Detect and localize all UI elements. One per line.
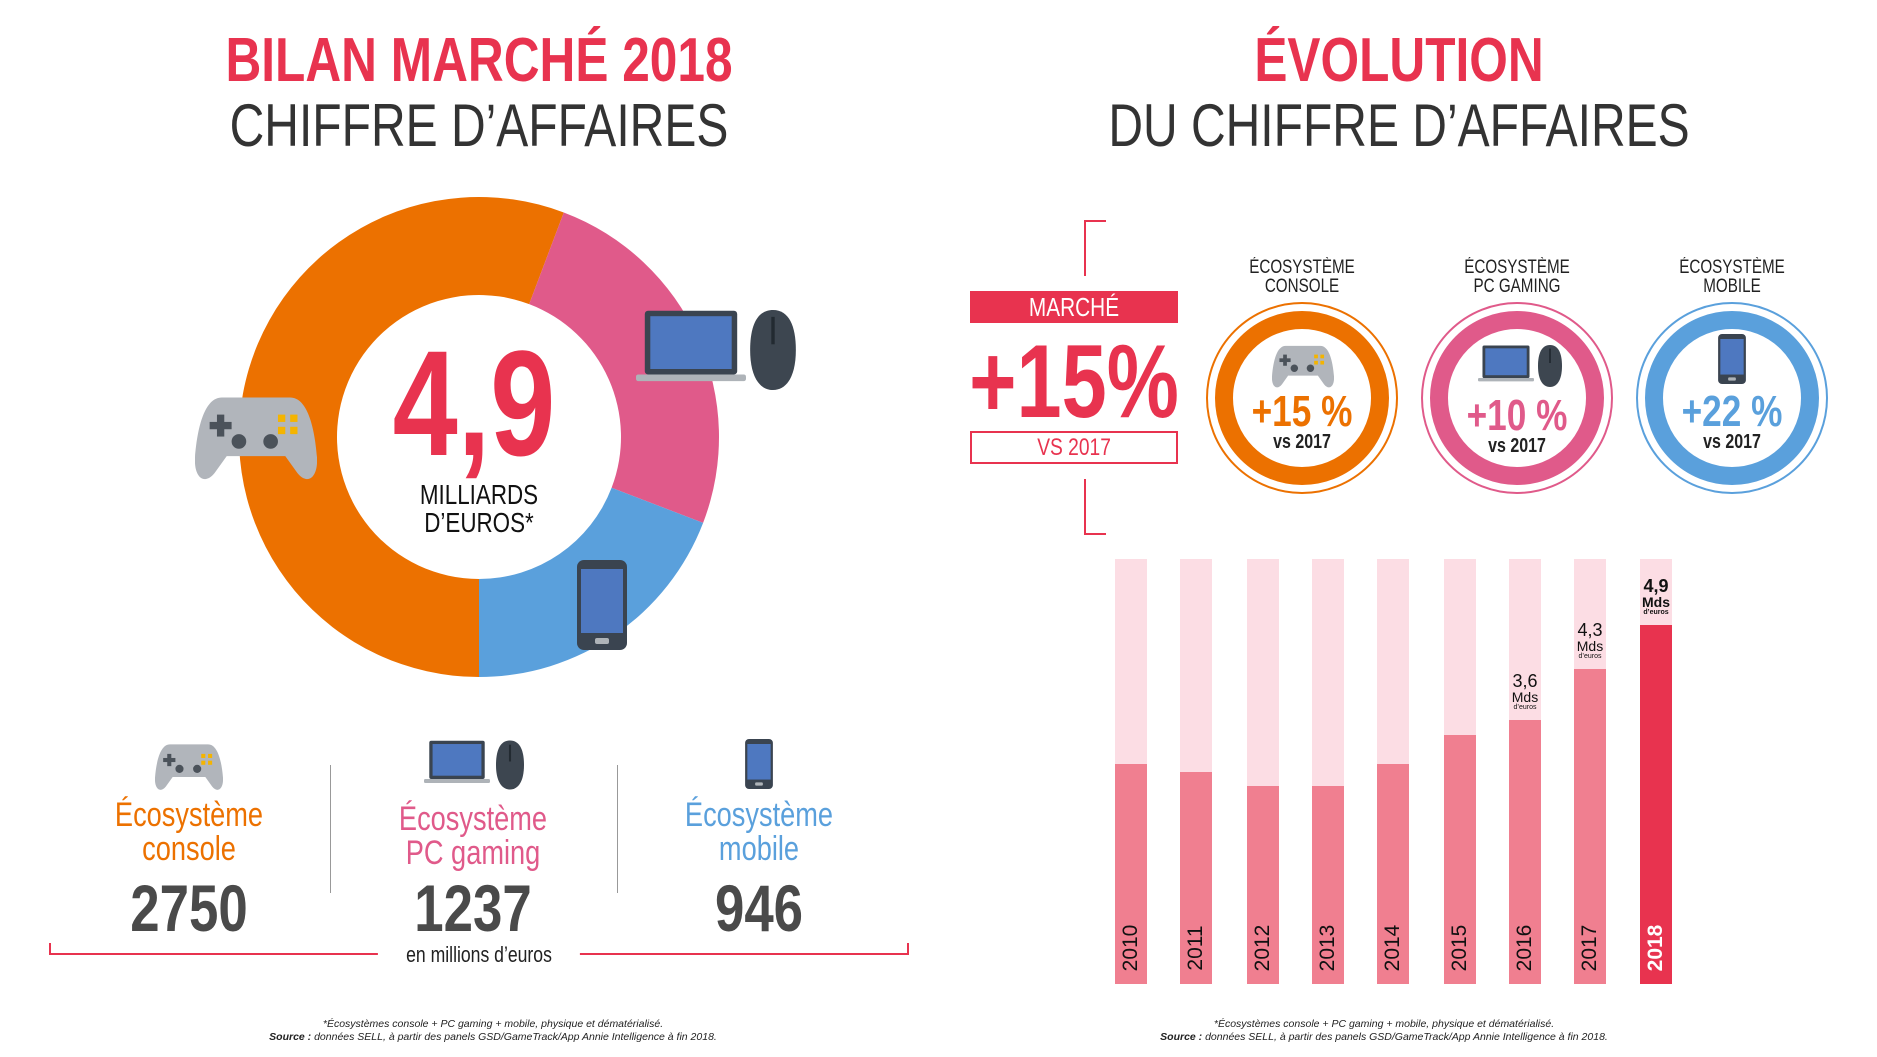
bar-2011 (1180, 771, 1212, 984)
bracket-top (1084, 220, 1106, 276)
mobile-ring-title-1: ÉCOSYSTÈME (1679, 257, 1785, 278)
bar-year-label: 2017 (1578, 924, 1601, 972)
divider (330, 765, 331, 893)
console-ring-title-2: CONSOLE (1264, 276, 1340, 297)
console-vs: vs 2017 (1273, 431, 1331, 453)
bar-2013 (1312, 786, 1344, 984)
total-unit-1: MILLIARDS (419, 479, 539, 510)
pc-ring-title-2: PC GAMING (1473, 276, 1561, 297)
pc-ring (1421, 302, 1613, 494)
bar-2017 (1574, 668, 1606, 984)
ring-smartphone-icon (1718, 334, 1746, 384)
bar-2015 (1444, 734, 1476, 984)
pc-value: 1237 (414, 871, 532, 945)
total-market-vs: VS 2017 (970, 431, 1178, 464)
bar-data-label: 3,6 Mds d’euros (1512, 672, 1538, 711)
mobile-label-1: Écosystème (684, 796, 834, 834)
pc-ring-title-1: ÉCOSYSTÈME (1464, 257, 1570, 278)
total-value: 4,9 (392, 319, 556, 487)
bar-data-label-value: 4,9 (1643, 575, 1669, 596)
console-label-2: console (142, 830, 236, 868)
bar-data-label-unit: Mds (1511, 689, 1539, 706)
pc-vs: vs 2017 (1488, 435, 1546, 457)
console-label-1: Écosystème (114, 796, 264, 834)
bar-year-label: 2011 (1184, 925, 1207, 971)
bar-year-label: 2014 (1381, 924, 1404, 972)
total-market-label: MARCHÉ TOTAL* (970, 291, 1178, 354)
bar-data-label: 4,3 Mds d’euros (1577, 621, 1603, 660)
bar-year-label: 2012 (1251, 924, 1274, 972)
left-title: BILAN MARCHÉ 2018 (225, 26, 733, 95)
bar-year-label: 2016 (1513, 924, 1536, 972)
console-ring-title-1: ÉCOSYSTÈME (1249, 257, 1355, 278)
divider (617, 765, 618, 893)
console-value: 2750 (130, 871, 248, 945)
left-subtitle: CHIFFRE D’AFFAIRES (229, 92, 729, 159)
bar-year-label: 2018 (1644, 924, 1667, 972)
donut-slice-console (239, 197, 564, 677)
right-source: Source : données SELL, à partir des pane… (1160, 1031, 1608, 1043)
bar-year-label: 2010 (1119, 924, 1142, 972)
mobile-ring-title-2: MOBILE (1703, 276, 1761, 297)
bar-year-label: 2013 (1316, 924, 1339, 972)
bar-data-label-value: 4,3 (1577, 619, 1603, 640)
bar-2010 (1115, 764, 1147, 984)
console-ring (1206, 302, 1398, 494)
bar-data-label-unit: Mds (1642, 593, 1670, 610)
bar-data-label-sub: d’euros (1643, 608, 1669, 616)
pc-label-2: PC gaming (405, 834, 541, 872)
unit-note: en millions d’euros (377, 942, 581, 968)
pc-growth: +10 % (1466, 391, 1568, 440)
bar-data-label: 4,9 Mds d’euros (1642, 577, 1670, 616)
left-source: Source : données SELL, à partir des pane… (269, 1031, 717, 1043)
mobile-vs: vs 2017 (1703, 431, 1761, 453)
mobile-value: 946 (714, 871, 804, 945)
console-growth: +15 % (1251, 387, 1353, 436)
pc-label-1: Écosystème (398, 800, 548, 838)
bracket-bottom (1084, 479, 1106, 535)
bar-2018 (1640, 624, 1672, 984)
bar-2016 (1509, 720, 1541, 984)
bar-year-label: 2015 (1448, 924, 1471, 972)
mobile-label-2: mobile (718, 830, 800, 868)
ring-mouse-icon (1538, 345, 1562, 387)
donut-slice-pc (529, 212, 719, 523)
bar-data-label-unit: Mds (1576, 637, 1604, 654)
bar-data-label-sub: d’euros (1578, 652, 1602, 660)
ring-laptop-icon (1478, 345, 1534, 383)
right-title: ÉVOLUTION (1254, 26, 1544, 95)
total-market-growth: +15% (969, 324, 1179, 440)
right-footnote: *Écosystèmes console + PC gaming + mobil… (1213, 1018, 1555, 1030)
right-subtitle: DU CHIFFRE D’AFFAIRES (1108, 92, 1690, 159)
total-unit-2: D’EUROS* (424, 507, 534, 538)
bar-2012 (1247, 786, 1279, 984)
bar-data-label-value: 3,6 (1512, 671, 1538, 692)
mobile-growth: +22 % (1681, 387, 1783, 436)
bar-2014 (1377, 764, 1409, 984)
bar-data-label-sub: d’euros (1513, 704, 1537, 712)
left-footnote: *Écosystèmes console + PC gaming + mobil… (322, 1018, 664, 1030)
ring-gamepad-icon (1272, 342, 1334, 392)
mobile-ring (1636, 302, 1828, 494)
